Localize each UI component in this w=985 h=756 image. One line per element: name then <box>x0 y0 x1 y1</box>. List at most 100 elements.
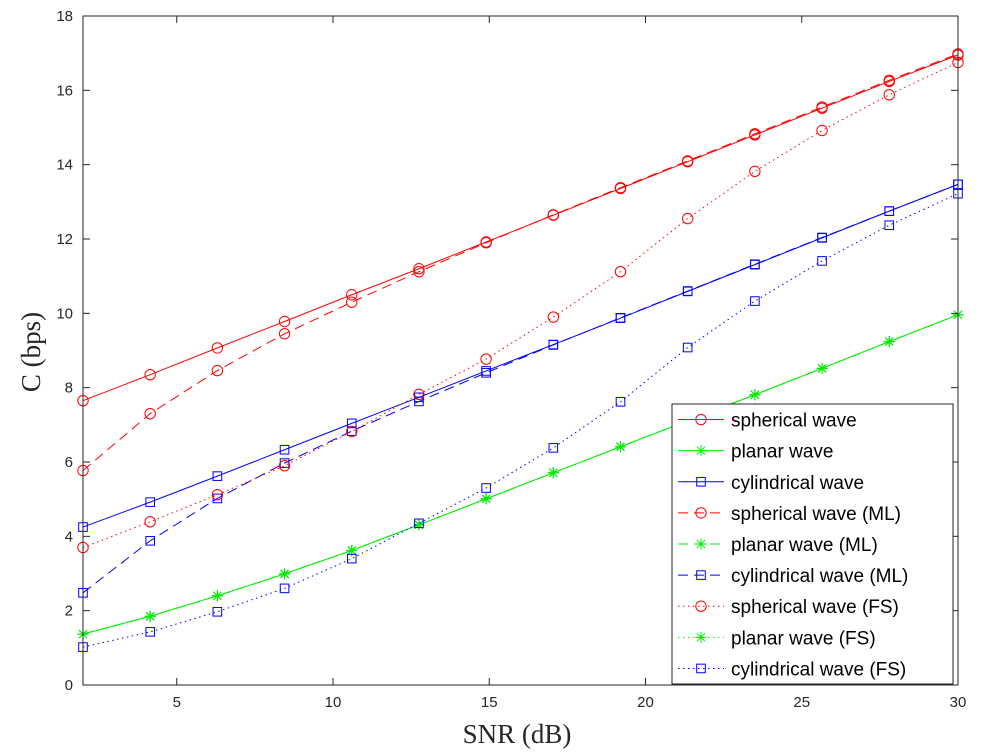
legend-label: spherical wave (FS) <box>731 597 899 618</box>
series-line <box>82 183 959 528</box>
data-point <box>750 259 760 270</box>
y-tick-label: 6 <box>65 454 73 471</box>
data-point <box>279 568 291 580</box>
data-point <box>211 590 223 602</box>
data-point <box>480 353 492 365</box>
data-point <box>749 389 761 401</box>
data-point <box>681 155 694 167</box>
data-point <box>750 296 760 306</box>
data-point <box>883 336 895 348</box>
legend-entry-4: planar wave (ML) <box>678 535 878 556</box>
data-point <box>884 206 895 216</box>
legend-entry-8: cylindrical wave (FS) <box>678 659 906 680</box>
legend-entry-3: spherical wave (ML) <box>678 504 901 525</box>
data-point <box>749 165 761 178</box>
legend-marker <box>695 538 707 550</box>
y-tick-label: 2 <box>65 603 73 620</box>
x-tick-label: 20 <box>637 694 654 711</box>
legend: spherical wave planar wave cylindrical wav… <box>671 403 954 685</box>
data-point <box>211 489 224 501</box>
data-point <box>212 471 223 481</box>
legend-label: spherical wave <box>731 411 857 432</box>
y-tick-label: 12 <box>56 231 73 248</box>
data-point <box>547 311 560 323</box>
y-tick-label: 8 <box>65 380 73 397</box>
data-point <box>547 467 559 479</box>
data-point <box>145 627 155 637</box>
data-point <box>548 340 559 350</box>
series-line <box>82 53 959 471</box>
series-7 <box>77 309 964 640</box>
data-point <box>212 606 223 617</box>
x-tick-label: 5 <box>173 694 181 711</box>
legend-entry-7: planar wave (FS) <box>678 628 876 649</box>
data-point <box>278 460 291 472</box>
legend-label: spherical wave (ML) <box>731 504 901 525</box>
data-point <box>615 396 626 407</box>
data-point <box>414 396 424 407</box>
data-point <box>682 342 693 353</box>
data-point <box>481 483 491 493</box>
series-3 <box>77 48 964 477</box>
legend-marker <box>695 631 707 643</box>
legend-label: cylindrical wave <box>731 473 864 494</box>
legend-label: planar wave <box>731 442 833 463</box>
y-tick-label: 18 <box>56 8 73 25</box>
data-point <box>144 407 156 420</box>
y-tick-label: 14 <box>56 157 73 174</box>
data-point <box>883 74 895 86</box>
data-point <box>346 296 358 308</box>
legend-marker <box>696 663 706 674</box>
data-point <box>145 497 155 507</box>
data-point <box>144 610 156 622</box>
data-point <box>817 232 827 243</box>
legend-label: cylindrical wave (FS) <box>731 659 906 680</box>
legend-marker <box>695 600 707 612</box>
data-point <box>547 209 560 221</box>
legend-entry-1: planar wave <box>678 442 833 463</box>
data-point <box>144 368 156 381</box>
series-line <box>82 314 959 635</box>
data-point <box>413 263 425 275</box>
x-tick-label: 25 <box>793 694 810 711</box>
data-point <box>279 444 290 455</box>
data-point <box>346 426 357 436</box>
x-axis-label: SNR (dB) <box>463 719 572 749</box>
data-point <box>481 368 491 378</box>
data-point <box>816 101 828 113</box>
y-tick-label: 10 <box>56 305 73 322</box>
data-point <box>278 328 291 340</box>
series-line <box>82 62 959 548</box>
data-point <box>346 544 358 556</box>
legend-marker <box>696 476 706 487</box>
axes: 5 10 15 20 25 30 0 2 4 6 8 10 12 14 16 18 <box>56 8 966 711</box>
data-point <box>614 266 627 278</box>
legend-entry-6: spherical wave (FS) <box>678 597 899 618</box>
y-tick-label: 16 <box>56 82 73 99</box>
axes-box <box>82 15 959 686</box>
legend-marker <box>696 570 706 580</box>
data-point <box>346 425 358 438</box>
data-point <box>278 315 291 328</box>
data-point <box>279 583 290 594</box>
series-line <box>82 183 959 594</box>
data-point <box>211 342 224 354</box>
y-tick-label: 4 <box>65 528 73 545</box>
plot-area <box>77 16 964 685</box>
data-point <box>414 518 424 529</box>
data-point <box>144 516 156 528</box>
data-point <box>816 362 828 374</box>
legend-entry-0: spherical wave <box>678 411 857 432</box>
data-point <box>816 124 828 137</box>
legend-marker <box>695 445 707 457</box>
data-point <box>145 535 155 546</box>
legend-entry-5: cylindrical wave (ML) <box>678 566 908 587</box>
data-point <box>883 89 895 101</box>
data-point <box>413 519 425 531</box>
legend-label: cylindrical wave (ML) <box>731 566 908 587</box>
data-point <box>346 289 358 301</box>
data-point <box>211 364 224 377</box>
data-point <box>681 212 694 225</box>
data-point <box>682 286 693 296</box>
